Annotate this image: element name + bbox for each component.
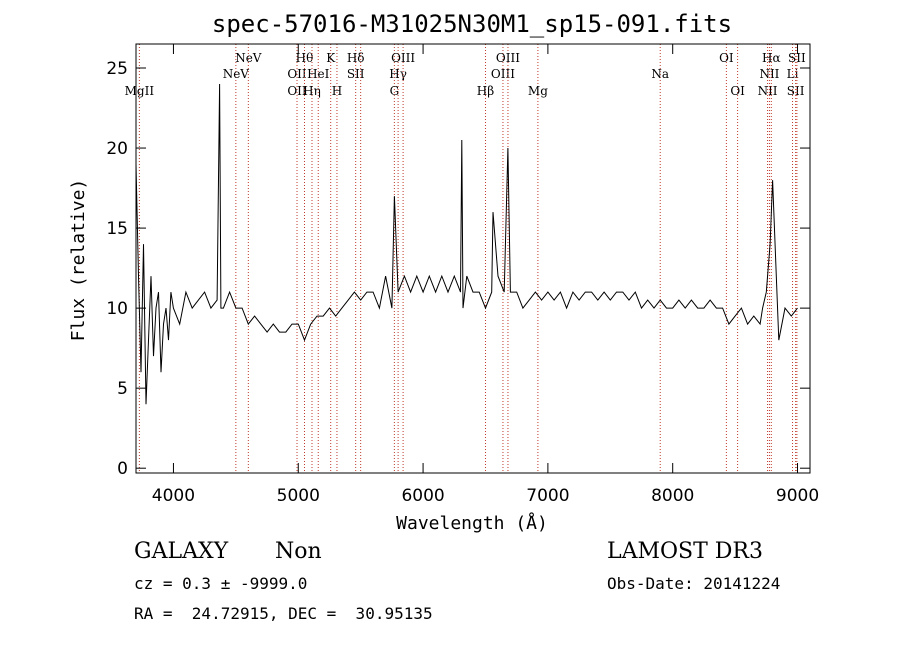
line-marker-label: Na xyxy=(651,67,669,81)
line-marker-label: NII xyxy=(758,84,778,98)
line-marker-label: SII xyxy=(788,51,806,65)
line-marker-label: HeI xyxy=(307,67,330,81)
line-marker-label: OIII xyxy=(391,51,415,65)
line-marker-label: OIII xyxy=(496,51,520,65)
x-tick-label: 4000 xyxy=(152,486,195,506)
line-marker-label: H xyxy=(332,84,342,98)
emission-line-markers: MgII NeV NeV OII OII Hθ Hη HeI K H Hδ SII G Hγ OIII Hβ O… xyxy=(125,44,806,473)
line-marker-label: Hβ xyxy=(477,84,494,98)
line-marker-label: SII xyxy=(787,84,805,98)
spectrum-line xyxy=(135,83,798,405)
object-subclass: Non xyxy=(275,539,322,564)
y-axis-ticks: 0 5 10 15 20 25 xyxy=(106,59,810,479)
obs-date: Obs-Date: 20141224 xyxy=(607,574,781,593)
y-tick-label: 15 xyxy=(106,219,128,239)
chart-title: spec-57016-M31025N30M1_sp15-091.fits xyxy=(212,10,732,38)
line-marker-label: OIII xyxy=(491,67,515,81)
y-tick-label: 5 xyxy=(117,379,128,399)
line-marker-label: OII xyxy=(287,67,307,81)
line-marker-label: NII xyxy=(759,67,779,81)
line-marker-label: OII xyxy=(287,84,307,98)
y-tick-label: 0 xyxy=(117,459,128,479)
line-marker-label: Hα xyxy=(762,51,781,65)
y-axis-label: Flux (relative) xyxy=(68,179,89,342)
survey-name: LAMOST DR3 xyxy=(607,539,763,564)
x-tick-label: 9000 xyxy=(776,486,819,506)
plot-frame xyxy=(135,43,811,474)
x-tick-label: 7000 xyxy=(526,486,569,506)
redshift-value: cz = 0.3 ± -9999.0 xyxy=(134,574,308,593)
line-marker-label: Li xyxy=(787,67,799,81)
x-axis-ticks: 4000 5000 6000 7000 8000 9000 xyxy=(152,44,819,506)
line-marker-label: OI xyxy=(719,51,734,65)
line-marker-label: NeV xyxy=(223,67,250,81)
coordinates: RA = 24.72915, DEC = 30.95135 xyxy=(134,604,433,623)
line-marker-label: Mg xyxy=(528,84,548,98)
line-marker-label: OI xyxy=(730,84,745,98)
line-marker-label: Hγ xyxy=(389,67,407,81)
x-tick-label: 6000 xyxy=(401,486,444,506)
y-tick-label: 10 xyxy=(106,299,128,319)
y-tick-label: 20 xyxy=(106,139,128,159)
line-marker-label: SII xyxy=(347,67,365,81)
line-marker-label: K xyxy=(326,51,336,65)
object-class: GALAXY xyxy=(134,539,229,564)
line-marker-label: NeV xyxy=(235,51,262,65)
x-tick-label: 5000 xyxy=(277,486,320,506)
line-marker-label: Hδ xyxy=(347,51,365,65)
y-tick-label: 25 xyxy=(106,59,128,79)
line-marker-label: MgII xyxy=(125,84,155,98)
line-marker-label: Hθ xyxy=(296,51,314,65)
x-axis-label: Wavelength (Å) xyxy=(396,512,548,534)
line-marker-label: Hη xyxy=(303,84,321,98)
line-marker-label: G xyxy=(390,84,400,98)
x-tick-label: 8000 xyxy=(651,486,694,506)
